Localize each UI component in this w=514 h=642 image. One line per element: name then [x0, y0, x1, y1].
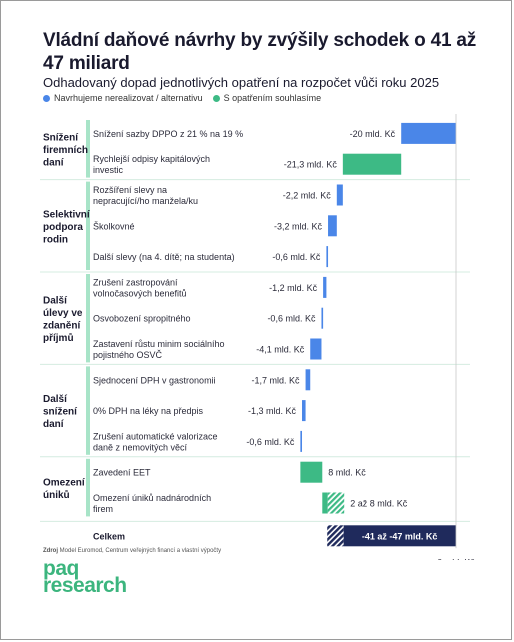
- legend-label-blue: Navrhujeme nerealizovat / alternativu: [54, 93, 203, 103]
- item-label: Zrušení zastropování: [93, 277, 178, 287]
- value-label: 8 mld. Kč: [328, 468, 366, 478]
- logo-line-1: paq: [43, 557, 79, 580]
- value-label: -0,6 mld. Kč: [246, 437, 295, 447]
- value-label: -3,2 mld. Kč: [274, 221, 323, 231]
- chart-title: Vládní daňové návrhy by zvýšily schodek …: [43, 30, 477, 74]
- item-label: Školkovné: [93, 221, 135, 231]
- total-bar-range: [327, 525, 344, 547]
- value-label: -1,7 mld. Kč: [252, 375, 301, 385]
- group-label: Další: [43, 394, 68, 405]
- item-label: Omezení úniků nadnárodních: [93, 493, 211, 503]
- x-axis-zero-label: 0 mld. Kč: [437, 557, 475, 560]
- total-value-label: -41 až -47 mld. Kč: [362, 531, 438, 541]
- item-label: Osvobození spropitného: [93, 314, 191, 324]
- group-label: podpora: [43, 222, 83, 233]
- chart-subtitle: Odhadovaný dopad jednotlivých opatření n…: [43, 75, 440, 90]
- item-label: 0% DPH na léky na předpis: [93, 406, 204, 416]
- waterfall-bar: [323, 276, 327, 298]
- logo-line-2: research: [43, 574, 127, 597]
- legend-dot-green: [212, 94, 220, 102]
- legend-item-green: S opatřením souhlasíme: [212, 93, 322, 103]
- value-label: -20 mld. Kč: [350, 129, 396, 139]
- total-label: Celkem: [93, 531, 125, 541]
- value-label: -2,2 mld. Kč: [283, 191, 332, 201]
- waterfall-bar-range: [327, 492, 345, 514]
- item-label: Zrušení automatické valorizace: [93, 431, 218, 441]
- legend-dot-blue: [43, 94, 50, 102]
- value-label: -0,6 mld. Kč: [272, 252, 321, 262]
- source-label: Zdroj: [43, 548, 58, 554]
- item-label: volnočasových benefitů: [93, 288, 187, 298]
- group-accent-bar: [86, 366, 90, 455]
- item-label: Snížení sazby DPPO z 21 % na 19 %: [93, 129, 243, 139]
- waterfall-bar-min: [322, 492, 328, 514]
- item-label: Zastavení růstu minim sociálního: [93, 339, 225, 349]
- legend-item-blue: Navrhujeme nerealizovat / alternativu: [43, 93, 203, 103]
- group-label: příjmů: [43, 332, 74, 344]
- item-label: Rychlejší odpisy kapitálových: [93, 154, 210, 164]
- item-label: firem: [93, 504, 113, 514]
- item-label: pojistného OSVČ: [93, 350, 163, 360]
- item-label: investic: [93, 165, 124, 175]
- value-label: -4,1 mld. Kč: [256, 345, 305, 355]
- waterfall-bar: [310, 338, 322, 360]
- waterfall-bar: [300, 430, 303, 452]
- group-accent-bar: [86, 181, 90, 270]
- item-label: Další slevy (na 4. dítě; na studenta): [93, 252, 235, 262]
- group-label: Další: [43, 295, 68, 306]
- group-accent-bar: [86, 274, 90, 363]
- group-label: snížení: [43, 407, 78, 418]
- item-label: Zavedení EET: [93, 468, 151, 478]
- source-note: Zdroj Model Euromod, Centrum veřejných f…: [43, 548, 221, 554]
- waterfall-bar: [300, 461, 323, 483]
- group-label: Omezení: [43, 477, 86, 488]
- value-label: -0,6 mld. Kč: [267, 314, 316, 324]
- group-accent-bar: [86, 120, 90, 178]
- value-label: 2 až 8 mld. Kč: [350, 499, 408, 509]
- item-label: daně z nemovitých věcí: [93, 442, 188, 452]
- group-label: firemních: [43, 145, 88, 156]
- group-label: Snížení: [43, 132, 79, 143]
- group-label: rodin: [43, 234, 68, 245]
- item-label: Sjednocení DPH v gastronomii: [93, 375, 216, 385]
- waterfall-chart: SníženífiremníchdaníSelektivnípodporarod…: [40, 114, 475, 560]
- item-label: Rozšíření slevy na: [93, 185, 167, 195]
- waterfall-bar: [336, 184, 343, 206]
- value-label: -1,2 mld. Kč: [269, 283, 318, 293]
- group-label: Selektivní: [43, 209, 91, 220]
- waterfall-bar: [305, 369, 311, 391]
- source-text: Model Euromod, Centrum veřejných financí…: [59, 548, 222, 554]
- group-accent-bar: [86, 458, 90, 517]
- waterfall-bar: [326, 246, 329, 268]
- waterfall-bar: [342, 153, 402, 175]
- item-label: nepracující/ho manžela/ku: [93, 196, 198, 206]
- waterfall-bar: [321, 307, 324, 329]
- legend: Navrhujeme nerealizovat / alternativu S …: [43, 93, 321, 103]
- waterfall-bar: [401, 122, 456, 144]
- value-label: -21,3 mld. Kč: [284, 160, 338, 170]
- brand-logo: paq research: [43, 557, 127, 597]
- group-label: daní: [43, 157, 65, 168]
- waterfall-bar: [302, 400, 306, 422]
- group-label: daní: [43, 419, 65, 430]
- total-bar: [343, 525, 456, 547]
- value-label: -1,3 mld. Kč: [248, 406, 297, 416]
- waterfall-bar: [328, 215, 337, 237]
- group-label: úlevy ve: [43, 308, 83, 319]
- group-label: zdanění: [43, 320, 81, 331]
- legend-label-green: S opatřením souhlasíme: [223, 93, 322, 103]
- group-label: úniků: [43, 489, 70, 501]
